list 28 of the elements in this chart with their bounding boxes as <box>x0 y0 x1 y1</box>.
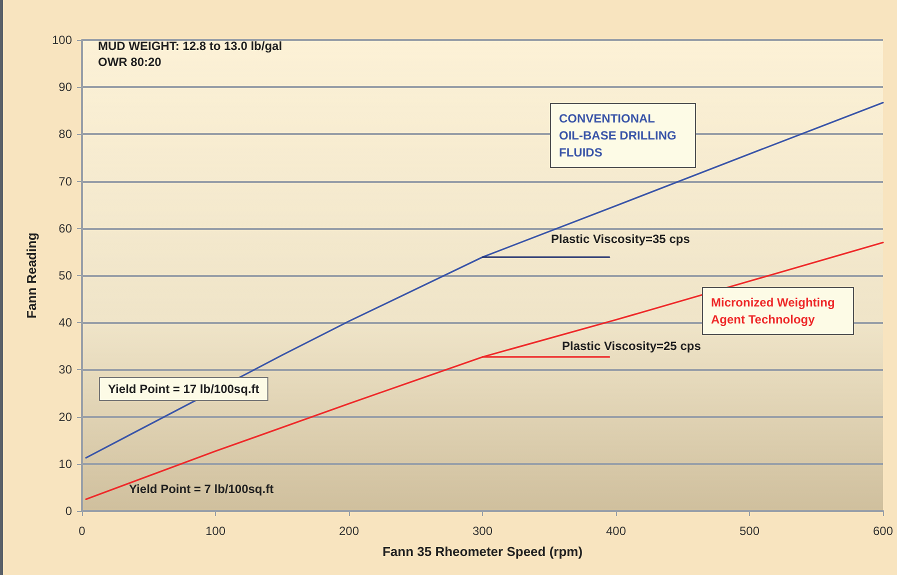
y-tick-label: 0 <box>65 504 72 518</box>
y-tick-label: 90 <box>58 80 72 94</box>
series-label: Micronized Weighting Agent Technology <box>711 296 838 326</box>
series-label: CONVENTIONAL OIL-BASE DRILLING FLUIDS <box>559 112 680 160</box>
x-tick-label: 600 <box>872 524 894 538</box>
x-axis-title: Fann 35 Rheometer Speed (rpm) <box>382 544 583 559</box>
annotation: Plastic Viscosity=25 cps <box>562 339 702 353</box>
x-tick-label: 500 <box>739 524 760 538</box>
annotation: Plastic Viscosity=35 cps <box>551 232 690 246</box>
y-tick-label: 60 <box>58 221 72 236</box>
annotation: OWR 80:20 <box>98 55 162 69</box>
y-tick-label: 10 <box>58 456 72 471</box>
y-tick-label: 50 <box>58 268 72 282</box>
y-tick-label: 40 <box>58 316 72 330</box>
x-tick-label: 100 <box>205 524 226 538</box>
x-tick-label: 0 <box>78 524 86 538</box>
y-axis-title: Fann Reading <box>24 232 39 318</box>
y-tick-label: 30 <box>58 362 72 377</box>
annotation: Yield Point = 17 lb/100sq.ft <box>108 382 260 396</box>
x-tick-label: 300 <box>472 524 493 538</box>
y-tick-label: 100 <box>52 33 72 47</box>
x-tick-label: 200 <box>338 524 360 538</box>
y-tick-label: 80 <box>58 127 72 142</box>
annotation: MUD WEIGHT: 12.8 to 13.0 lb/gal <box>98 39 282 53</box>
y-tick-label: 20 <box>58 410 72 424</box>
y-tick-label: 70 <box>58 174 72 188</box>
annotation: Yield Point = 7 lb/100sq.ft <box>129 482 274 496</box>
x-tick-label: 400 <box>606 524 626 538</box>
